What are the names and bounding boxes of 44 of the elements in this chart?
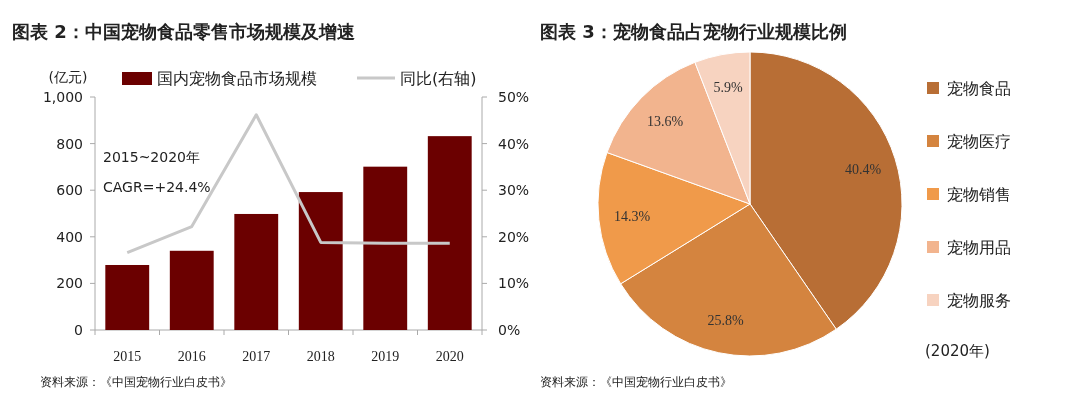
x-tick-label: 2019 [371,349,400,364]
x-tick-label: 2020 [435,349,464,364]
legend-label: 同比(右轴) [400,69,477,88]
legend-label: 宠物服务 [947,291,1011,310]
x-tick-label: 2018 [306,349,335,364]
bar [427,136,472,330]
y-tick-label: 200 [56,275,83,292]
y2-tick-label: 0% [498,322,521,338]
bar [234,213,279,330]
legend-label: 国内宠物食品市场规模 [157,69,317,88]
y2-tick-label: 10% [498,275,530,292]
y-tick-label: 800 [56,135,83,152]
y2-tick-label: 20% [498,228,530,245]
legend-label: 宠物用品 [947,238,1011,257]
chart-title: 图表 2：中国宠物食品零售市场规模及增速 [12,21,355,42]
chart-title: 图表 3：宠物食品占宠物行业规模比例 [540,21,847,42]
legend-label: 宠物医疗 [947,132,1011,151]
data-label: 5.9% [713,80,744,96]
data-label: 13.6% [647,114,684,130]
text: (2020年) [925,342,990,360]
data-label: 25.8% [707,313,745,329]
x-tick-label: 2017 [242,349,271,364]
legend-label: 宠物食品 [947,79,1011,98]
y-tick-label: 400 [56,228,83,245]
y-axis-title: (亿元) [48,69,88,85]
bar [169,250,214,330]
annotation: 2015~2020年 [103,149,200,165]
text: 资料来源：《中国宠物行业白皮书》 [540,375,732,389]
y2-tick-label: 50% [498,89,530,105]
y-tick-label: 1,000 [42,89,83,105]
x-tick-label: 2015 [113,349,142,364]
data-label: 40.4% [845,161,882,177]
bar [363,166,408,330]
x-tick-label: 2016 [177,349,206,364]
annotation: CAGR=+24.4% [103,179,211,195]
y2-tick-label: 30% [498,182,530,199]
y-tick-label: 0 [74,322,83,338]
bar [105,264,150,330]
y-tick-label: 600 [56,182,83,199]
text: 资料来源：《中国宠物行业白皮书》 [40,375,232,389]
y2-tick-label: 40% [498,135,530,152]
legend-label: 宠物销售 [947,185,1011,204]
bar [298,192,343,330]
data-label: 14.3% [613,209,651,225]
